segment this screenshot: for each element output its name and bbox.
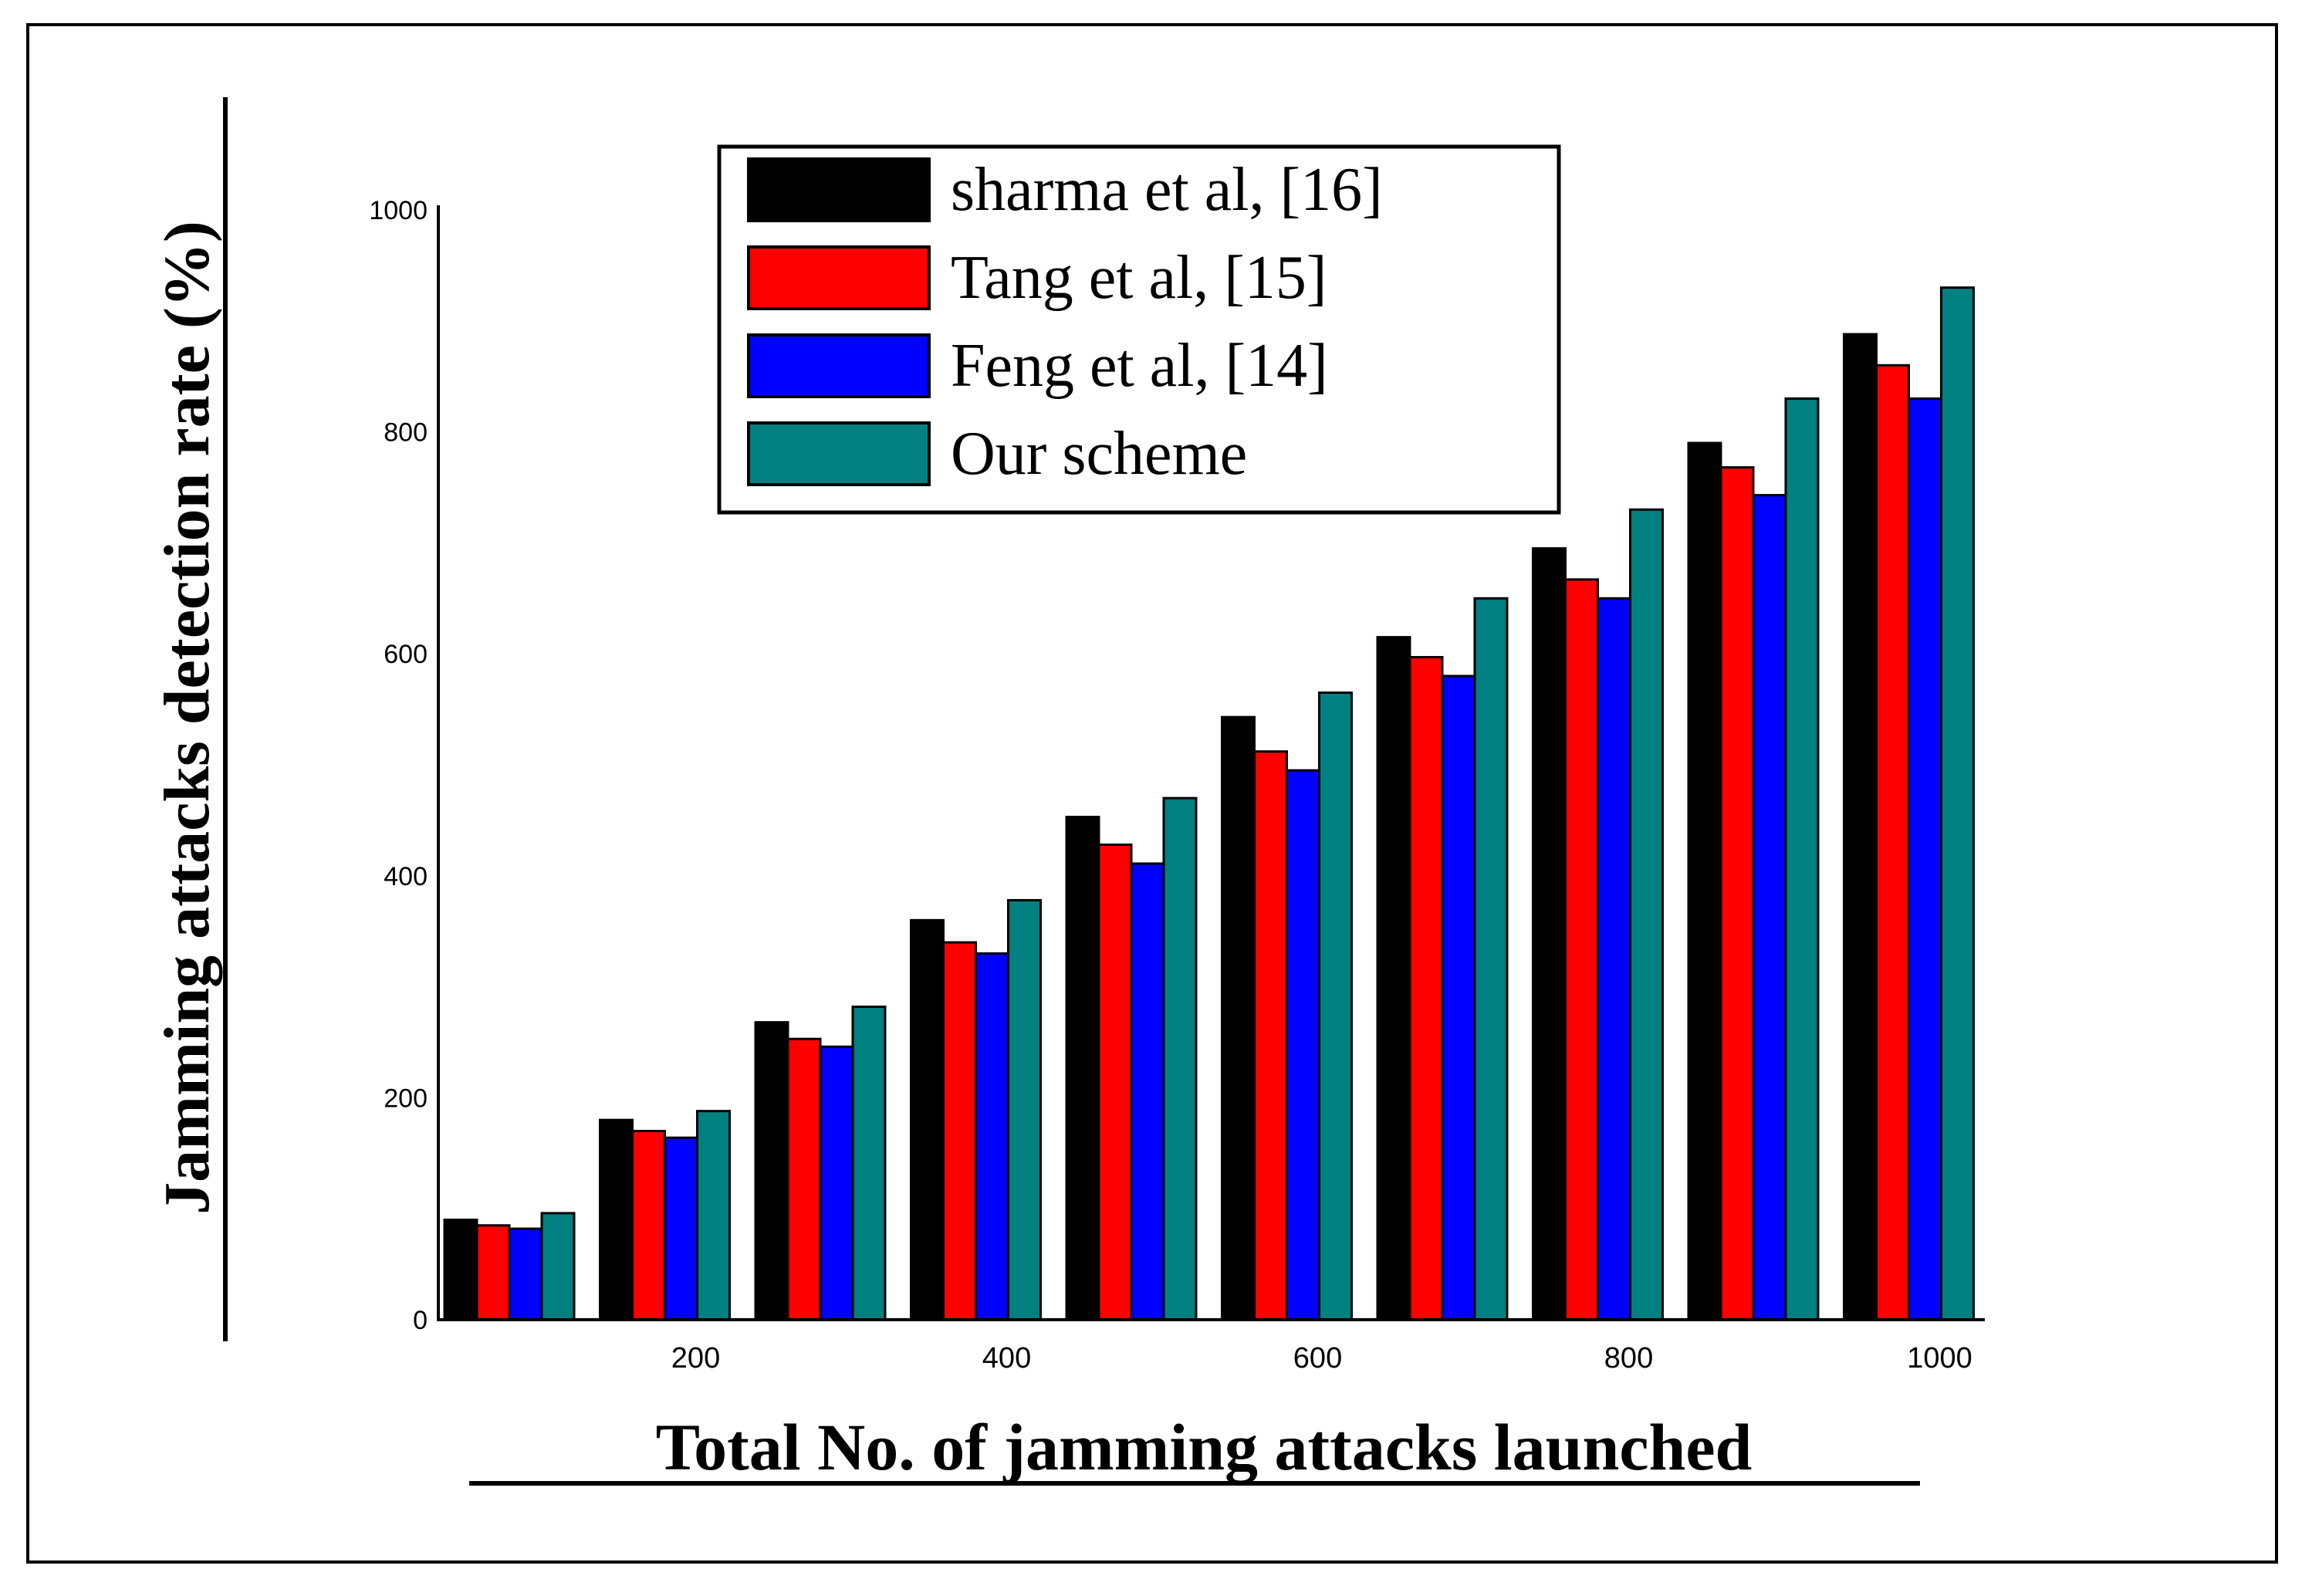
bar-sharma-400 — [910, 918, 945, 1321]
bar-sharma-600 — [1221, 715, 1256, 1321]
bar-feng-100 — [508, 1227, 543, 1321]
x-axis-label: Total No. of jamming attacks launched — [656, 1410, 1753, 1484]
bar-our-700 — [1473, 597, 1509, 1321]
y-axis-label: Jamming attacks detection rate (%) — [151, 221, 223, 1215]
legend-label: Tang et al, [15] — [951, 244, 1327, 312]
bar-feng-400 — [975, 952, 1009, 1321]
bar-tang-100 — [475, 1224, 511, 1321]
bar-feng-800 — [1597, 597, 1631, 1321]
bar-sharma-800 — [1532, 547, 1567, 1321]
bar-our-400 — [1007, 898, 1042, 1321]
legend-label: sharma et al, [16] — [951, 156, 1383, 224]
bar-feng-300 — [819, 1045, 854, 1321]
bar-tang-800 — [1564, 578, 1599, 1321]
bar-feng-600 — [1286, 769, 1320, 1321]
bar-feng-200 — [664, 1136, 698, 1321]
bar-tang-1000 — [1875, 363, 1910, 1321]
x-tick-label: 1000 — [1907, 1342, 1972, 1375]
bar-our-200 — [696, 1110, 731, 1321]
y-tick-label: 200 — [384, 1084, 428, 1113]
x-tick-label: 600 — [1293, 1342, 1342, 1375]
bar-sharma-500 — [1065, 816, 1100, 1321]
y-tick-label: 800 — [384, 418, 428, 448]
bar-tang-200 — [631, 1130, 666, 1321]
bar-sharma-100 — [443, 1219, 478, 1321]
bar-tang-400 — [942, 941, 977, 1321]
bar-tang-900 — [1719, 466, 1755, 1321]
x-tick-label: 400 — [982, 1342, 1031, 1375]
bar-tang-500 — [1097, 844, 1133, 1321]
bar-tang-700 — [1408, 656, 1444, 1321]
bar-feng-900 — [1752, 494, 1787, 1321]
bar-feng-500 — [1130, 862, 1165, 1321]
bar-tang-600 — [1253, 750, 1288, 1321]
y-tick-label: 1000 — [369, 196, 428, 225]
bar-sharma-200 — [599, 1118, 634, 1321]
bar-sharma-700 — [1376, 636, 1411, 1321]
legend-swatch — [747, 421, 931, 486]
bar-our-1000 — [1940, 286, 1975, 1321]
bar-sharma-1000 — [1843, 333, 1878, 1321]
bar-sharma-900 — [1687, 441, 1722, 1321]
legend-label: Our scheme — [951, 420, 1247, 488]
bar-sharma-300 — [754, 1021, 789, 1321]
bar-feng-1000 — [1908, 397, 1942, 1321]
legend-label: Feng et al, [14] — [951, 332, 1328, 400]
y-tick-label: 0 — [413, 1306, 428, 1335]
legend: sharma et al, [16] Tang et al, [15] Feng e… — [717, 144, 1561, 515]
legend-swatch — [747, 245, 931, 310]
legend-swatch — [747, 333, 931, 398]
bar-feng-700 — [1441, 675, 1476, 1321]
bar-tang-300 — [786, 1037, 822, 1321]
x-tick-label: 200 — [671, 1342, 720, 1375]
y-tick-label: 400 — [384, 862, 428, 891]
x-tick-label: 800 — [1604, 1342, 1653, 1375]
bar-our-900 — [1784, 397, 1820, 1321]
bar-our-100 — [540, 1212, 576, 1321]
bar-our-600 — [1318, 691, 1353, 1321]
bar-our-500 — [1162, 796, 1198, 1321]
y-tick-label: 600 — [384, 640, 428, 669]
bar-our-300 — [851, 1005, 887, 1321]
bar-our-800 — [1629, 508, 1664, 1321]
legend-swatch — [747, 157, 931, 222]
figure-frame — [26, 23, 2278, 1564]
